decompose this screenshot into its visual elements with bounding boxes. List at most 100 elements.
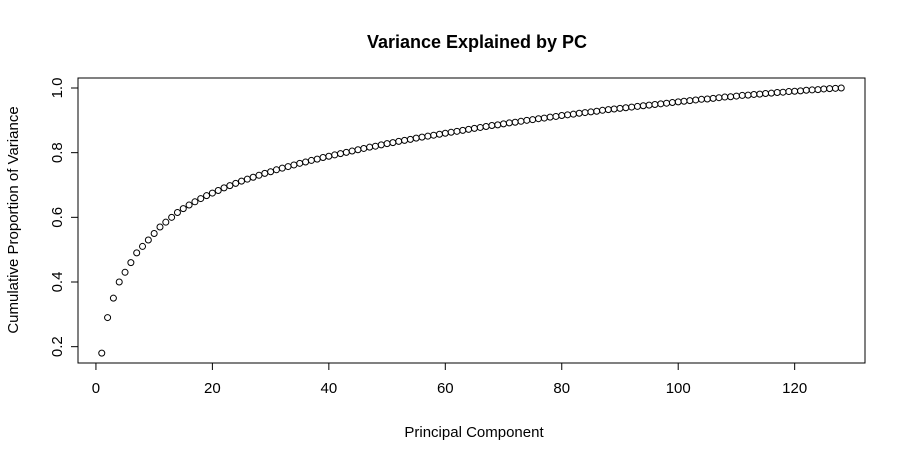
data-point — [756, 90, 764, 98]
data-point — [185, 201, 193, 209]
data-point — [342, 148, 350, 156]
data-point — [732, 92, 740, 100]
data-point — [831, 84, 839, 92]
data-point — [214, 186, 222, 194]
data-point — [511, 118, 519, 126]
y-tick-label: 1.0 — [49, 78, 66, 99]
data-point — [523, 116, 531, 124]
data-point — [249, 173, 257, 181]
data-point — [360, 144, 368, 152]
data-point — [663, 99, 671, 107]
data-point — [779, 88, 787, 96]
data-point — [715, 94, 723, 102]
data-point — [762, 89, 770, 97]
data-point — [290, 161, 298, 169]
x-axis: 0 20 40 60 80 100 120 — [92, 362, 807, 397]
x-tick-label: 80 — [553, 380, 570, 397]
data-point — [599, 106, 607, 114]
data-point — [826, 85, 834, 93]
data-point — [261, 169, 269, 177]
data-point — [575, 109, 583, 117]
data-point — [232, 179, 240, 187]
data-point — [622, 104, 630, 112]
data-point — [109, 294, 117, 302]
chart-title: Variance Explained by PC — [367, 32, 587, 52]
data-point — [488, 122, 496, 129]
data-point — [721, 93, 729, 101]
data-point — [313, 155, 321, 163]
x-tick-label: 120 — [782, 380, 807, 397]
y-tick-label: 0.8 — [49, 142, 66, 163]
data-point — [203, 192, 211, 200]
data-point — [517, 117, 525, 125]
data-point — [703, 95, 711, 103]
data-point — [383, 140, 391, 148]
data-point — [657, 100, 665, 108]
data-point — [319, 154, 327, 162]
data-point — [220, 184, 228, 192]
data-point — [424, 132, 432, 140]
data-point — [814, 86, 822, 94]
data-point — [587, 108, 595, 116]
data-point — [168, 213, 176, 221]
data-point — [651, 100, 659, 108]
data-point — [773, 89, 781, 97]
x-axis-label: Principal Component — [404, 424, 544, 441]
data-point — [546, 113, 554, 121]
data-point — [179, 205, 187, 213]
y-axis: 0.2 0.4 0.6 0.8 1.0 — [49, 78, 79, 357]
data-point — [639, 102, 647, 110]
data-point — [697, 95, 705, 103]
data-point — [674, 98, 682, 106]
data-point — [302, 158, 310, 166]
data-point — [435, 130, 443, 138]
data-point — [529, 116, 537, 124]
data-point — [412, 134, 420, 142]
data-point — [139, 242, 147, 250]
data-point — [389, 139, 397, 147]
data-point — [581, 109, 589, 117]
data-point — [633, 102, 641, 110]
y-tick-label: 0.2 — [49, 336, 66, 357]
data-point — [505, 119, 513, 127]
data-point — [336, 150, 344, 158]
data-point — [162, 218, 170, 226]
x-tick-label: 40 — [320, 380, 337, 397]
data-point — [709, 94, 717, 102]
data-point — [692, 96, 700, 104]
data-point — [173, 208, 181, 216]
y-axis-label: Cumulative Proportion of Variance — [5, 106, 22, 333]
data-point — [325, 152, 333, 160]
data-point — [243, 175, 251, 183]
data-point — [121, 268, 129, 276]
data-point — [156, 223, 164, 231]
x-tick-label: 0 — [92, 380, 100, 397]
data-point — [744, 91, 752, 99]
data-point — [354, 146, 362, 154]
data-point — [371, 142, 379, 150]
y-tick-label: 0.6 — [49, 207, 66, 228]
data-point — [569, 110, 577, 118]
data-point — [296, 159, 304, 167]
data-point — [540, 114, 548, 122]
data-point — [278, 164, 286, 172]
x-tick-label: 20 — [204, 380, 221, 397]
data-point — [808, 86, 816, 94]
data-point — [593, 107, 601, 115]
data-point — [447, 128, 455, 136]
data-point — [406, 135, 414, 143]
data-point — [645, 101, 653, 109]
data-point — [785, 88, 793, 96]
data-point — [767, 89, 775, 97]
data-point — [226, 182, 234, 190]
data-point — [791, 87, 799, 95]
data-point — [628, 103, 636, 111]
data-point — [727, 93, 735, 101]
data-point — [150, 229, 158, 237]
data-point — [133, 249, 141, 257]
data-point — [482, 122, 490, 130]
data-point — [552, 112, 560, 120]
data-point — [837, 84, 845, 92]
data-point — [680, 97, 688, 105]
